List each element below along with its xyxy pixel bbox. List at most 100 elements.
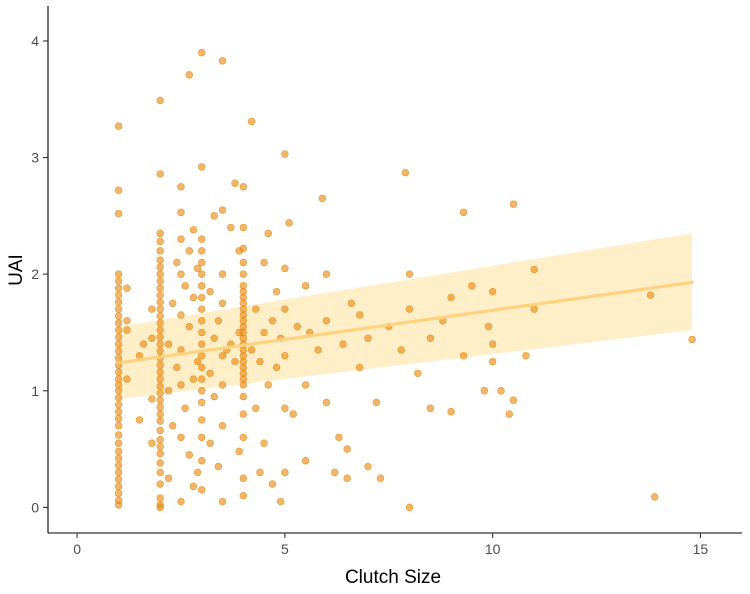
x-tick-label: 5 [281,541,289,557]
data-point [198,293,206,302]
data-point [156,237,164,246]
data-point [198,305,206,313]
data-point [322,270,331,278]
data-point [293,322,302,331]
data-point [198,328,206,337]
data-point [123,375,131,383]
data-point [198,486,206,494]
data-point [135,416,144,424]
data-point [173,363,181,372]
data-point [177,208,185,217]
data-point [177,497,185,506]
data-point [239,270,248,278]
data-point [210,392,218,401]
data-point [198,416,206,424]
x-tick-label: 0 [73,541,81,557]
data-point [239,474,248,482]
data-point [177,183,185,191]
data-point [218,206,227,214]
data-point [198,317,206,325]
data-point [268,317,277,325]
data-point [173,258,181,267]
data-point [260,328,268,337]
data-point [281,264,289,273]
data-point [156,319,164,327]
data-point [426,334,435,342]
data-point [256,357,264,366]
data-point [164,387,173,395]
data-point [405,270,414,278]
data-point [505,410,513,418]
data-point [218,497,227,506]
data-point [156,417,164,425]
data-point [347,299,356,308]
trend-line [117,280,694,365]
x-tick-label: 10 [485,541,501,557]
data-point [164,474,173,482]
data-point [114,368,123,376]
data-point [156,410,164,418]
data-point [277,497,285,506]
data-point [177,235,185,243]
data-point [322,398,331,407]
data-point [239,244,248,253]
data-point [114,298,123,306]
data-point [114,489,123,498]
data-point [156,270,164,278]
data-point [114,270,123,278]
data-point [260,439,268,447]
data-point [426,404,435,412]
data-point [235,447,243,456]
data-point [114,408,123,416]
data-point [268,480,277,488]
data-point [198,375,206,383]
data-point [281,150,289,158]
data-point [189,293,198,302]
data-point [218,422,227,430]
data-point [156,382,164,390]
data-point [156,494,164,502]
data-point [177,270,185,278]
data-point [156,333,164,341]
y-tick-label: 0 [31,499,39,515]
trend-line-layer [117,280,694,365]
data-point [198,457,206,465]
data-point [206,439,214,447]
y-tick-label: 3 [31,150,39,166]
data-point [343,445,351,453]
data-point [148,334,156,342]
data-point [164,340,173,348]
data-point [189,226,198,234]
data-point [185,322,193,331]
data-point [239,258,248,267]
data-point [114,305,123,313]
confidence-ribbon-layer [118,233,693,399]
data-point [114,333,123,341]
data-point [401,169,410,177]
data-point [156,298,164,306]
data-point [301,381,310,389]
data-point [148,305,156,313]
data-point [488,340,497,348]
data-point [198,163,206,171]
data-point [114,319,123,327]
data-point [114,496,123,505]
data-point [530,305,538,313]
data-point [198,258,206,267]
data-point [281,352,289,360]
data-point [156,277,164,285]
data-point [156,375,164,383]
data-point [168,299,177,308]
data-point [123,284,131,292]
data-point [156,96,164,105]
data-point [272,287,281,296]
data-point [156,256,164,264]
data-point [239,410,248,418]
data-point [168,422,177,430]
data-point [156,459,164,467]
data-point [289,410,297,418]
data-point [372,398,380,407]
data-point [114,312,123,320]
data-point [405,503,414,512]
data-point [239,433,248,442]
